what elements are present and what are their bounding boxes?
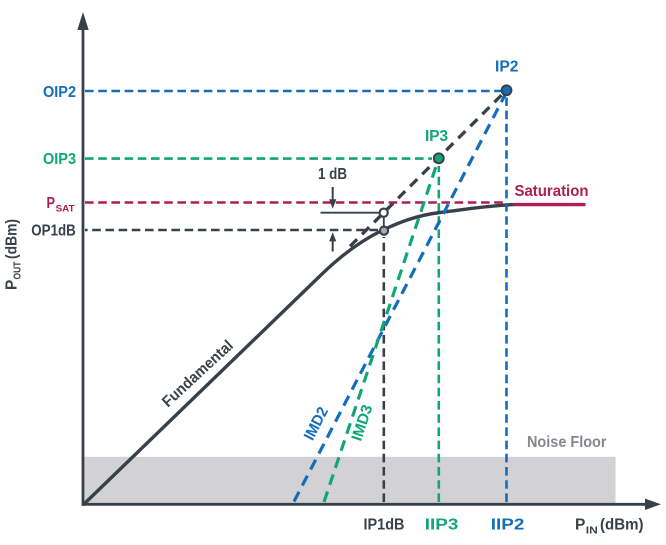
svg-text:IMD3: IMD3 xyxy=(349,402,377,443)
svg-text:P: P xyxy=(47,195,56,212)
svg-text:(dBm): (dBm) xyxy=(4,219,21,259)
svg-text:P: P xyxy=(4,280,21,290)
svg-text:IIP2: IIP2 xyxy=(491,516,525,533)
svg-text:IP3: IP3 xyxy=(425,128,448,145)
svg-text:Fundamental: Fundamental xyxy=(159,337,237,411)
svg-text:OUT: OUT xyxy=(13,262,24,280)
svg-text:IP2: IP2 xyxy=(495,59,519,76)
svg-text:OIP3: OIP3 xyxy=(43,151,76,168)
svg-text:OP1dB: OP1dB xyxy=(31,223,76,240)
svg-text:OIP2: OIP2 xyxy=(43,84,76,101)
svg-text:IP1dB: IP1dB xyxy=(364,516,405,533)
svg-text:IN: IN xyxy=(586,525,598,536)
svg-text:SAT: SAT xyxy=(56,204,75,215)
svg-text:Noise Floor: Noise Floor xyxy=(527,434,607,451)
svg-text:P: P xyxy=(575,516,585,533)
svg-text:Saturation: Saturation xyxy=(515,183,589,200)
svg-text:(dBm): (dBm) xyxy=(600,516,644,533)
svg-text:IIP3: IIP3 xyxy=(425,516,459,533)
svg-text:1 dB: 1 dB xyxy=(318,166,347,183)
